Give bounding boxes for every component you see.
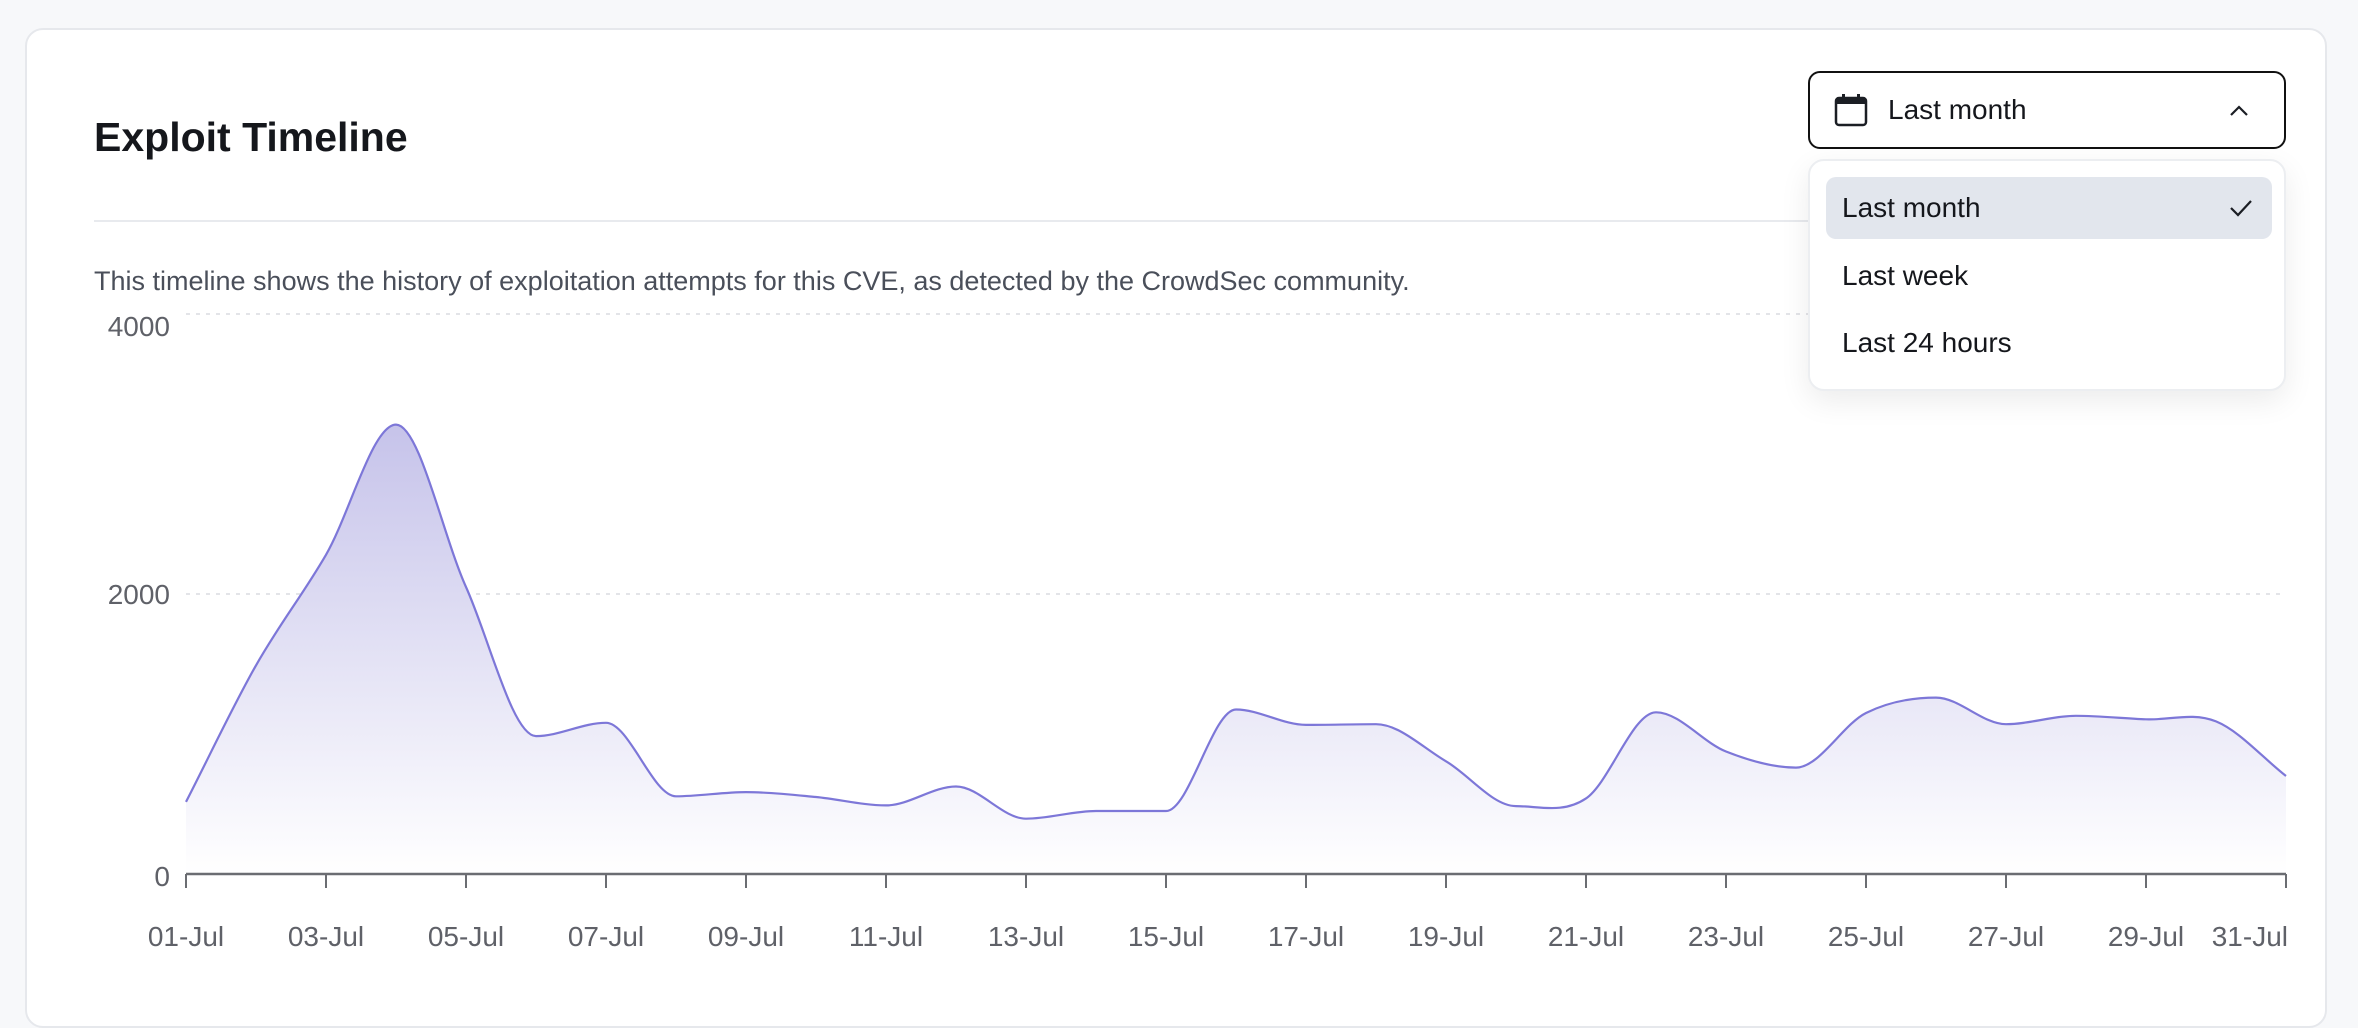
x-tick-label: 31-Jul [2212, 921, 2288, 952]
x-tick-label: 07-Jul [568, 921, 644, 952]
x-tick-label: 19-Jul [1408, 921, 1484, 952]
check-icon [2230, 200, 2252, 217]
x-tick-label: 29-Jul [2108, 921, 2184, 952]
time-range-menu: Last month Last week Last 24 hours [1808, 159, 2286, 391]
x-tick-label: 25-Jul [1828, 921, 1904, 952]
y-tick-label: 0 [154, 861, 170, 892]
calendar-icon [1834, 94, 1868, 127]
y-tick-label: 2000 [108, 579, 170, 610]
area-fill [186, 424, 2286, 874]
x-tick-label: 21-Jul [1548, 921, 1624, 952]
menu-item-label: Last 24 hours [1842, 327, 2012, 358]
card-description: This timeline shows the history of explo… [94, 266, 1410, 296]
menu-item-last-month[interactable]: Last month [1826, 177, 2272, 239]
menu-item-last-24-hours[interactable]: Last 24 hours [1826, 312, 2272, 374]
time-range-dropdown[interactable]: Last month [1808, 71, 2286, 149]
divider [94, 220, 1854, 222]
menu-item-label: Last month [1842, 192, 1981, 223]
x-tick-label: 15-Jul [1128, 921, 1204, 952]
x-tick-label: 11-Jul [849, 921, 923, 952]
y-tick-label: 4000 [108, 311, 170, 342]
chevron-up-icon [2230, 105, 2248, 116]
selected-range-label: Last month [1888, 94, 2027, 125]
x-tick-label: 23-Jul [1688, 921, 1764, 952]
menu-item-label: Last week [1842, 260, 1969, 291]
x-tick-label: 05-Jul [428, 921, 504, 952]
x-tick-label: 03-Jul [288, 921, 364, 952]
series-line [185, 423, 2287, 820]
card-title: Exploit Timeline [94, 114, 408, 160]
x-tick-label: 13-Jul [988, 921, 1064, 952]
exploit-timeline-chart: 0 2000 4000 01-Jul 03-Jul 05-Jul 07-Jul 09-Jul 1… [108, 311, 2288, 952]
x-tick-label: 27-Jul [1968, 921, 2044, 952]
x-tick-label: 17-Jul [1268, 921, 1344, 952]
x-tick-label: 01-Jul [148, 921, 224, 952]
x-tick-label: 09-Jul [708, 921, 784, 952]
menu-item-last-week[interactable]: Last week [1826, 245, 2272, 307]
